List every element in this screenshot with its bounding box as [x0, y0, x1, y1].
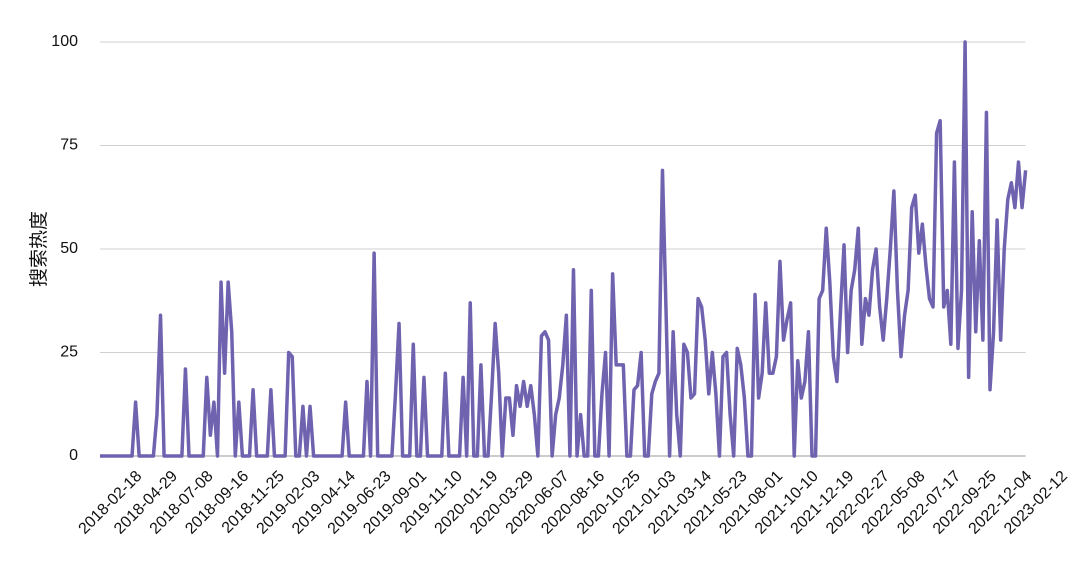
y-tick-label: 50: [60, 240, 78, 257]
y-tick-label: 25: [60, 344, 78, 361]
y-axis-label: 搜索热度: [28, 211, 50, 287]
y-tick-label: 0: [69, 447, 78, 464]
y-tick-label: 75: [60, 137, 78, 154]
line: [100, 40, 1028, 458]
y-tick-label: 100: [51, 33, 78, 50]
